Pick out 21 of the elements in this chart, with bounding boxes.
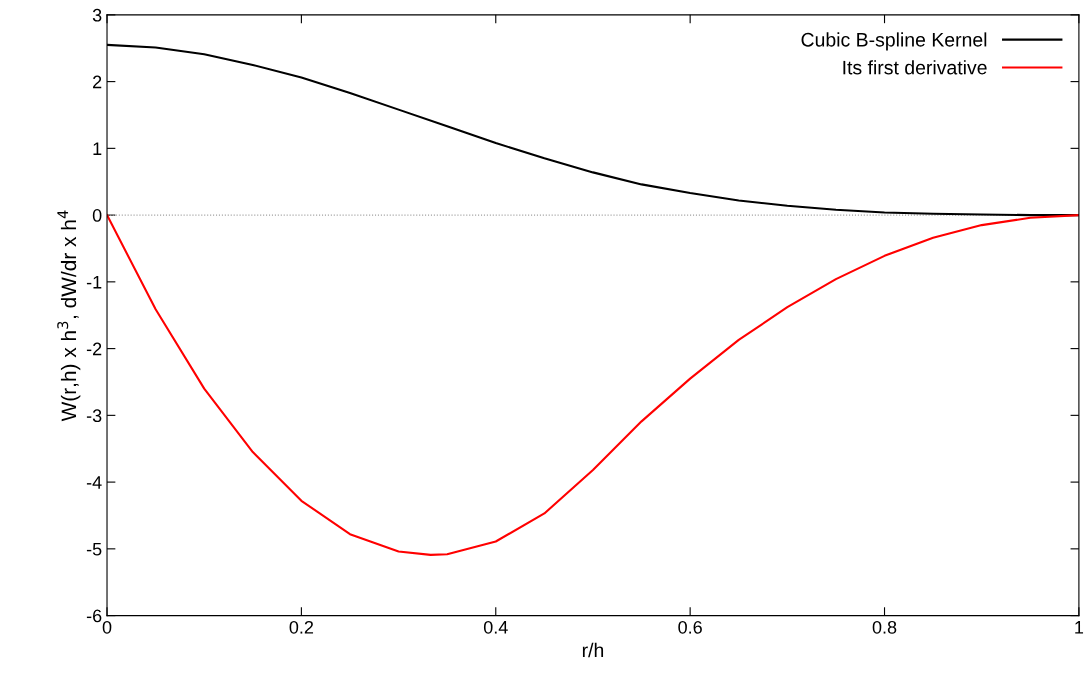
line-series [107, 214, 1079, 556]
y-tick-label: -5 [86, 542, 102, 556]
y-axis-title: W(r,h) x h$^{3}$, dW/dr x h$^{4}$ [57, 210, 81, 422]
x-tick-label: 0.8 [872, 620, 897, 634]
y-tick-label: -1 [86, 275, 102, 289]
y-tick-label: 2 [93, 75, 102, 89]
legend-label: Cubic B-spline Kernel [801, 32, 987, 51]
x-axis-title: r/h [582, 642, 604, 658]
y-tick-label: -4 [86, 476, 102, 489]
x-tick-label: 1 [1075, 621, 1084, 634]
y-tick-label: -3 [86, 409, 102, 423]
y-tick-label: -6 [86, 609, 102, 623]
x-tick-label: 0.6 [678, 620, 702, 634]
y-tick-label: 1 [93, 142, 102, 155]
x-tick-label: 0.4 [483, 620, 508, 634]
x-tick-label: 0.2 [289, 620, 314, 634]
y-tick-label: 3 [92, 8, 102, 22]
y-tick-label: 0 [92, 209, 102, 222]
x-tick-label: 0 [102, 620, 112, 634]
legend-label: Its first derivative [843, 60, 987, 75]
y-tick-label: -2 [86, 342, 102, 356]
